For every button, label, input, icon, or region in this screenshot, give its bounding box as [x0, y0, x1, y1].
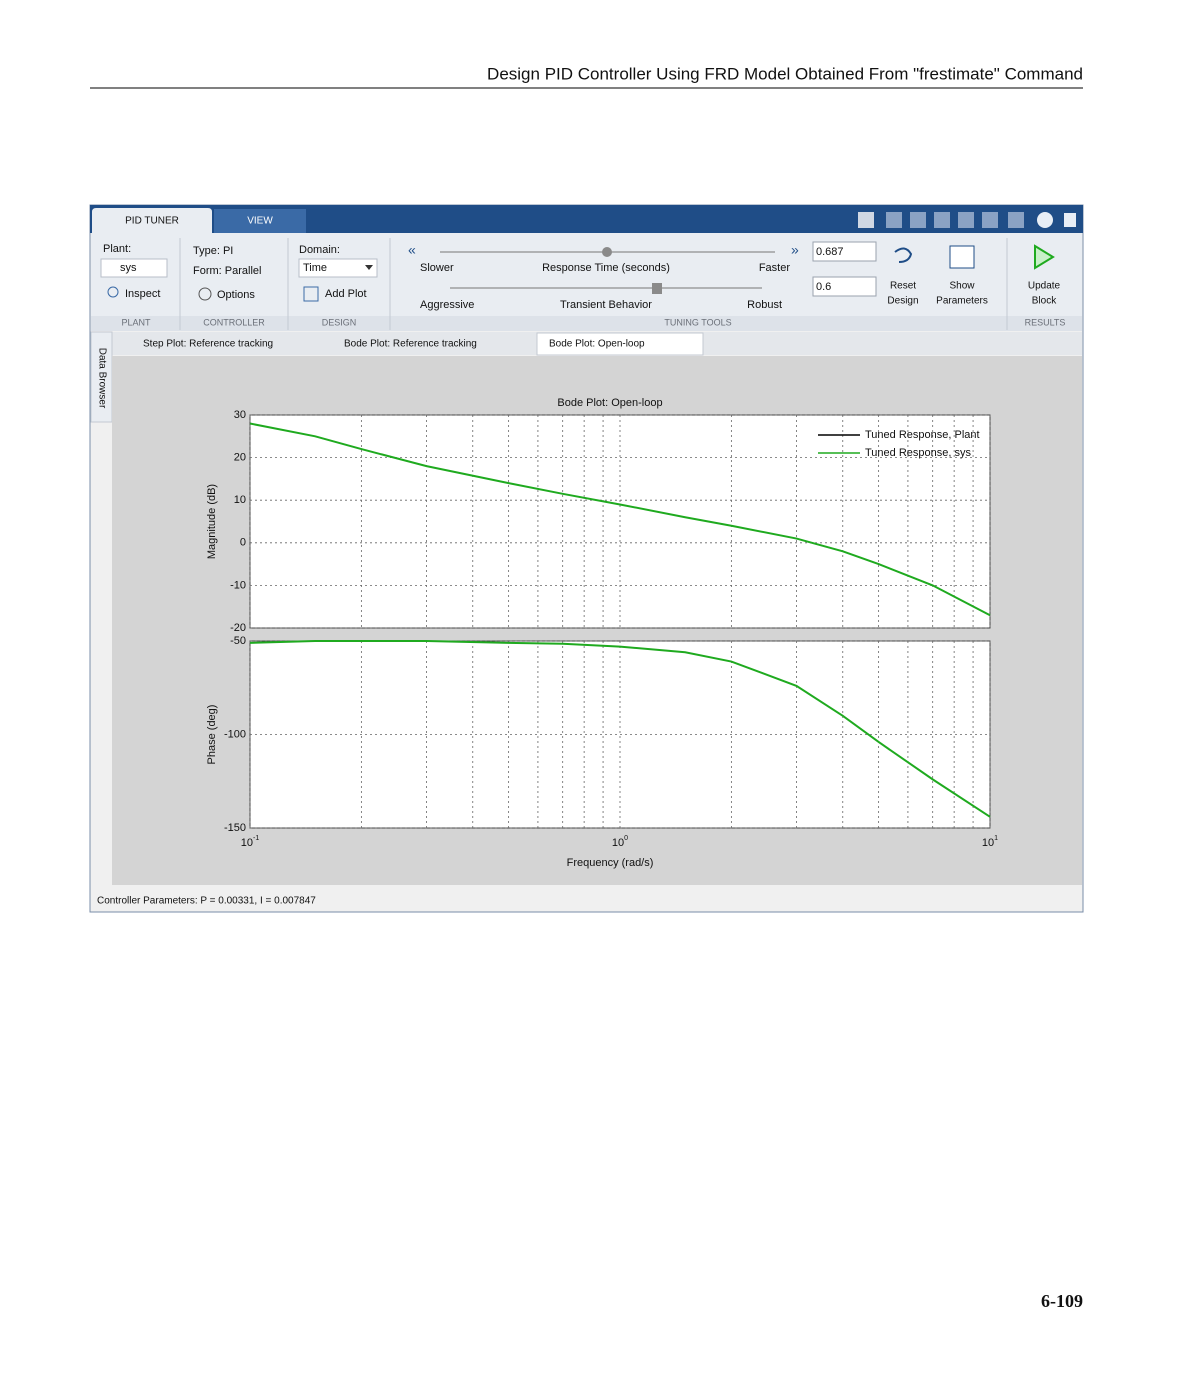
icon[interactable] [910, 212, 926, 228]
section-label: RESULTS [1025, 317, 1066, 327]
section-bar [91, 316, 1082, 331]
faster-label: Faster [759, 262, 791, 274]
transient-value[interactable]: 0.6 [816, 281, 831, 293]
robust-label: Robust [747, 299, 782, 311]
y-tick-label: -50 [230, 635, 246, 647]
slider-thumb[interactable] [602, 247, 612, 257]
add-plot-button[interactable]: Add Plot [325, 288, 367, 300]
series-line [249, 640, 991, 818]
options-icon[interactable] [198, 287, 212, 301]
doc-tab-active[interactable] [536, 332, 704, 356]
response-value[interactable]: 0.687 [816, 246, 844, 258]
doc-tab[interactable]: Bode Plot: Reference tracking [344, 339, 477, 350]
icon[interactable] [1008, 212, 1024, 228]
options-button[interactable]: Options [217, 289, 255, 301]
response-input[interactable] [812, 241, 877, 262]
x-tick-label: 101 [982, 835, 998, 849]
domain-dropdown[interactable] [298, 258, 378, 278]
x-tick-label: 100 [612, 835, 628, 849]
reset-label[interactable]: Design [887, 296, 918, 307]
response-time-label: Response Time (seconds) [542, 262, 670, 274]
update-label[interactable]: Update [1028, 281, 1061, 292]
legend-label: Tuned Response, Plant [865, 429, 980, 441]
y-tick-label: 20 [234, 452, 246, 464]
show-label[interactable]: Show [949, 281, 975, 292]
tab[interactable] [214, 209, 306, 233]
plant-label: Plant: [103, 243, 131, 255]
section-label: DESIGN [322, 317, 357, 327]
controller-form: Form: Parallel [193, 265, 261, 277]
legend-label: Tuned Response, sys [865, 447, 971, 459]
y-tick-label: -10 [230, 579, 246, 591]
section-label: CONTROLLER [203, 317, 265, 327]
section-label: PLANT [121, 317, 151, 327]
icon[interactable] [982, 212, 998, 228]
y-tick-label: 10 [234, 494, 246, 506]
tab-label[interactable]: PID TUNER [125, 216, 179, 227]
transient-input[interactable] [812, 276, 877, 297]
plant-value[interactable]: sys [120, 262, 137, 274]
icon[interactable] [858, 212, 874, 228]
icon[interactable] [934, 212, 950, 228]
update-label[interactable]: Block [1032, 296, 1057, 307]
status-text: Controller Parameters: P = 0.00331, I = … [97, 896, 316, 907]
add-plot-icon[interactable] [303, 286, 319, 302]
page-number: 6-109 [1041, 1291, 1083, 1311]
inspect-button[interactable]: Inspect [125, 288, 160, 300]
collapse-icon[interactable] [1064, 213, 1076, 227]
tab-active[interactable] [92, 208, 212, 233]
domain-label: Domain: [299, 244, 340, 256]
x-axis-label: Frequency (rad/s) [567, 857, 654, 869]
slower-arrow[interactable]: « [408, 242, 416, 258]
controller-type: Type: PI [193, 245, 233, 257]
y-tick-label: 30 [234, 409, 246, 421]
faster-arrow[interactable]: » [791, 242, 799, 258]
y-axis-label: Phase (deg) [206, 705, 218, 765]
plant-dropdown[interactable] [100, 258, 168, 278]
icon[interactable] [886, 212, 902, 228]
toolstrip [91, 233, 1082, 331]
quick-access [858, 212, 1076, 228]
doc-tab[interactable]: Step Plot: Reference tracking [143, 339, 273, 350]
doc-tab[interactable]: Bode Plot: Open-loop [549, 339, 645, 350]
separators [179, 238, 1008, 330]
data-browser-label[interactable]: Data Browser [96, 348, 107, 409]
chart-title: Bode Plot: Open-loop [557, 397, 662, 409]
y-tick-label: -20 [230, 622, 246, 634]
icon[interactable] [958, 212, 974, 228]
reset-label[interactable]: Reset [890, 281, 916, 292]
show-label[interactable]: Parameters [936, 296, 988, 307]
show-parameters-icon[interactable] [949, 245, 975, 269]
series-line [249, 422, 991, 617]
y-tick-label: -100 [224, 728, 246, 740]
slider-thumb[interactable] [652, 283, 662, 294]
reset-icon[interactable] [894, 247, 913, 263]
slower-label: Slower [420, 262, 454, 274]
status-bar [91, 886, 1082, 911]
update-icon[interactable] [1034, 244, 1055, 270]
tab-label[interactable]: VIEW [247, 216, 273, 227]
y-axis-label: Magnitude (dB) [206, 484, 218, 559]
y-tick-label: -150 [224, 822, 246, 834]
header-title: Design PID Controller Using FRD Model Ob… [487, 64, 1083, 83]
help-icon[interactable] [1037, 212, 1053, 228]
y-tick-label: 0 [240, 537, 246, 549]
dropdown-arrow [365, 265, 373, 270]
aggressive-label: Aggressive [420, 299, 474, 311]
section-label: TUNING TOOLS [664, 317, 731, 327]
transient-label: Transient Behavior [560, 299, 652, 311]
inspect-icon[interactable] [107, 286, 119, 298]
domain-value[interactable]: Time [303, 262, 327, 274]
